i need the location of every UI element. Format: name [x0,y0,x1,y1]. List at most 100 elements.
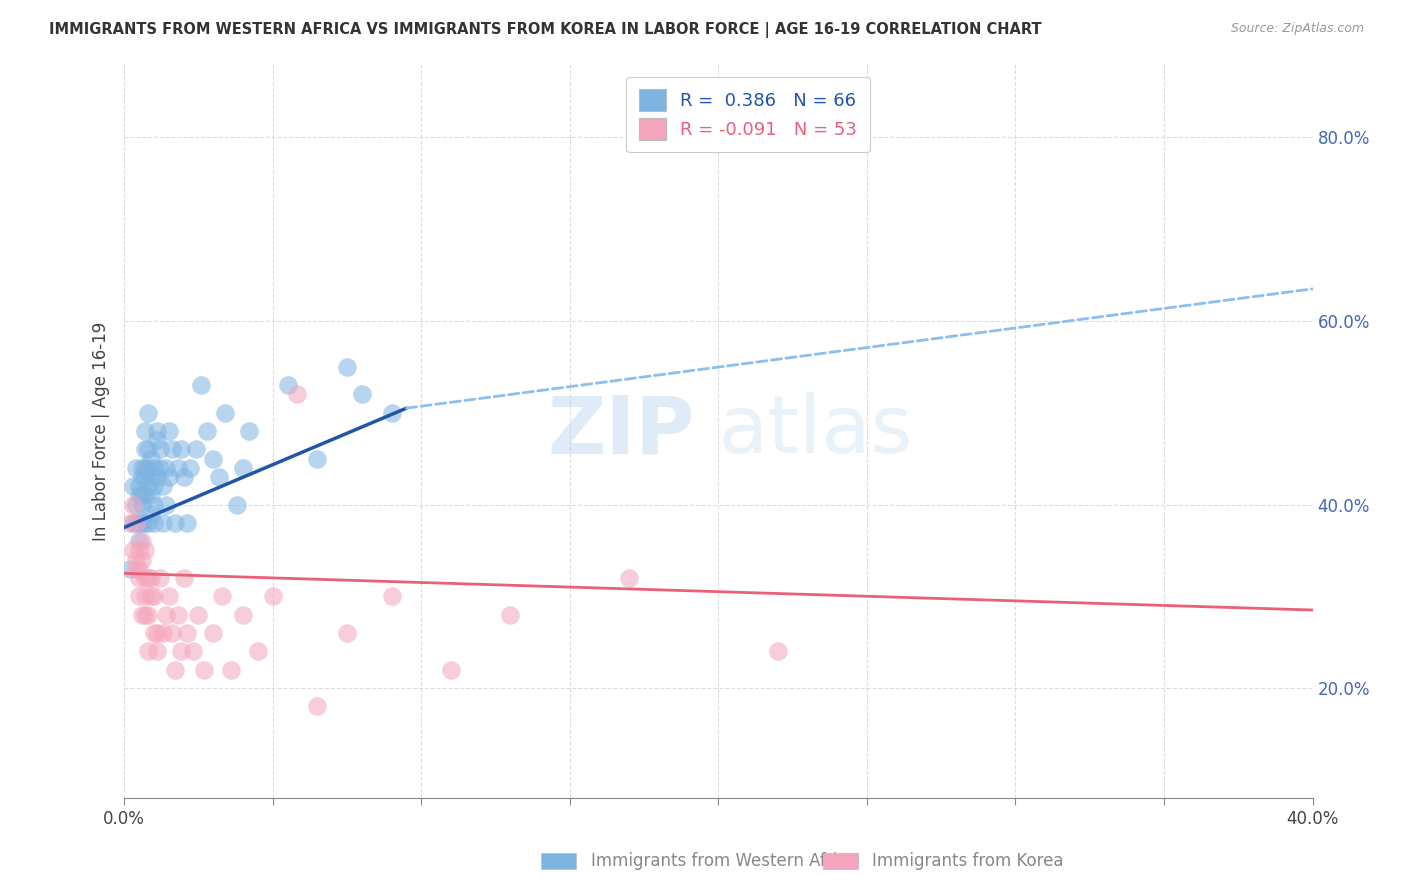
Point [169,442,191,457]
Point [134,589,156,603]
Point [149,442,172,457]
Point [157,470,180,484]
Point [146,470,169,484]
Point [131,516,153,530]
Point [122,479,145,493]
Point [125,516,148,530]
Point [208,470,231,484]
Point [120,562,142,576]
Text: Immigrants from Western Africa: Immigrants from Western Africa [591,852,856,870]
Point [202,451,225,466]
Point [211,589,233,603]
Point [128,543,150,558]
Point [179,460,201,475]
Legend: R =  0.386   N = 66, R = -0.091   N = 53: R = 0.386 N = 66, R = -0.091 N = 53 [626,77,870,153]
Point [152,626,174,640]
Point [128,571,150,585]
Point [193,663,215,677]
Point [155,460,177,475]
Text: ZIP: ZIP [547,392,695,470]
Point [176,516,198,530]
Point [173,470,195,484]
Point [136,644,159,658]
Point [139,488,162,502]
Point [125,460,148,475]
Point [139,589,162,603]
Point [152,479,174,493]
Point [142,498,165,512]
Point [125,498,148,512]
Point [134,516,156,530]
Point [155,607,177,622]
Point [128,562,150,576]
Point [619,571,641,585]
Point [136,607,159,622]
Point [336,359,359,374]
Point [134,488,156,502]
Point [190,378,212,392]
Point [219,663,242,677]
Point [285,387,308,401]
Point [128,479,150,493]
Point [136,479,159,493]
Point [134,460,156,475]
Point [146,626,169,640]
Text: atlas: atlas [718,392,912,470]
Point [122,516,145,530]
Point [134,424,156,438]
Text: Immigrants from Korea: Immigrants from Korea [872,852,1063,870]
Point [136,571,159,585]
Point [139,470,162,484]
Point [142,460,165,475]
Point [149,460,172,475]
Point [131,488,153,502]
Point [307,699,329,714]
Point [136,516,159,530]
Point [499,607,522,622]
Y-axis label: In Labor Force | Age 16-19: In Labor Force | Age 16-19 [93,321,110,541]
Point [146,434,169,448]
Point [307,451,329,466]
Point [381,406,404,420]
Point [125,552,148,566]
Point [152,516,174,530]
Point [142,479,165,493]
Point [131,534,153,549]
Point [122,543,145,558]
Point [139,507,162,521]
Point [187,607,209,622]
Text: IMMIGRANTS FROM WESTERN AFRICA VS IMMIGRANTS FROM KOREA IN LABOR FORCE | AGE 16-: IMMIGRANTS FROM WESTERN AFRICA VS IMMIGR… [49,22,1042,38]
Point [125,562,148,576]
Point [139,451,162,466]
Point [128,589,150,603]
Point [160,442,183,457]
Point [131,498,153,512]
Point [134,470,156,484]
Point [134,442,156,457]
Point [262,589,284,603]
Point [131,470,153,484]
Point [146,424,169,438]
Point [202,626,225,640]
Point [173,571,195,585]
Point [381,589,404,603]
Point [139,571,162,585]
Point [155,498,177,512]
Point [128,534,150,549]
Point [163,663,186,677]
Point [157,424,180,438]
Point [125,516,148,530]
Text: Source: ZipAtlas.com: Source: ZipAtlas.com [1230,22,1364,36]
Point [166,460,188,475]
Point [169,644,191,658]
Point [246,644,269,658]
Point [134,543,156,558]
Point [238,424,260,438]
Point [181,644,204,658]
Point [163,516,186,530]
Point [136,406,159,420]
Point [131,552,153,566]
Point [136,442,159,457]
Point [120,516,142,530]
Point [157,589,180,603]
